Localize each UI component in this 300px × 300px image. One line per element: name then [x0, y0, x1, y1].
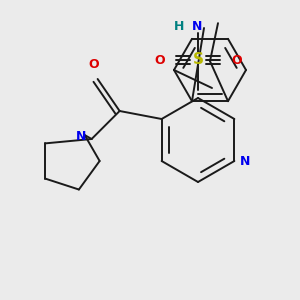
Text: O: O [88, 58, 99, 71]
Text: N: N [192, 20, 202, 32]
Text: N: N [240, 154, 251, 167]
Text: H: H [174, 20, 184, 32]
Text: O: O [231, 53, 242, 67]
Text: O: O [154, 53, 165, 67]
Text: S: S [193, 52, 203, 68]
Text: N: N [76, 130, 87, 143]
